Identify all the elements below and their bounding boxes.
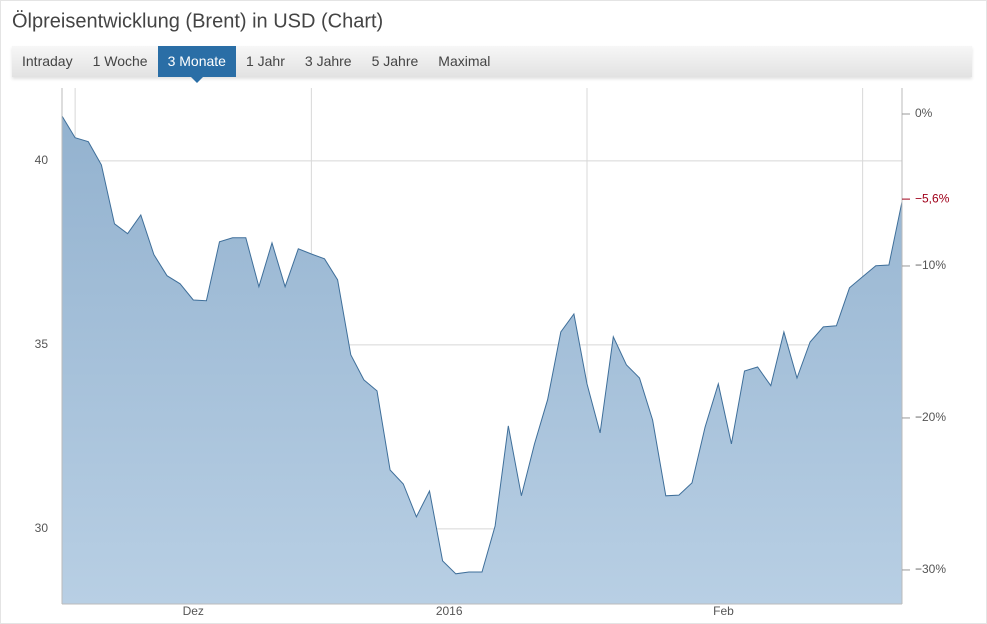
tab-bar: Intraday 1 Woche 3 Monate 1 Jahr 3 Jahre 5 Ja… [12,46,972,83]
range-tab[interactable]: 3 Monate [157,46,236,83]
y-tick-label: 40 [35,153,49,167]
x-tick-label: Dez [183,604,204,618]
area [62,116,902,604]
range-tab[interactable]: 1 Jahr [245,53,285,69]
x-tick-label: 2016 [436,604,463,618]
current-label: −5,6% [915,191,950,205]
line [61,115,903,575]
y-tick-label: 35 [35,337,49,351]
range-tab[interactable]: 5 Jahre [371,53,419,69]
range-tab[interactable]: 3 Jahre [304,53,352,69]
y2-tick-label: −20% [915,410,946,424]
y2-tick-label: 0% [915,106,933,120]
x-tick-label: Feb [713,604,734,618]
range-tab[interactable]: Intraday [22,53,73,69]
y-tick-label: 30 [35,521,49,535]
chart-title: Ölpreisentwicklung (Brent) in USD (Chart… [12,10,383,32]
y2-tick-label: −10% [915,258,946,272]
range-tab[interactable]: Maximal [438,53,491,69]
range-tab[interactable]: 1 Woche [92,53,148,69]
y2-tick-label: −30% [915,562,946,576]
